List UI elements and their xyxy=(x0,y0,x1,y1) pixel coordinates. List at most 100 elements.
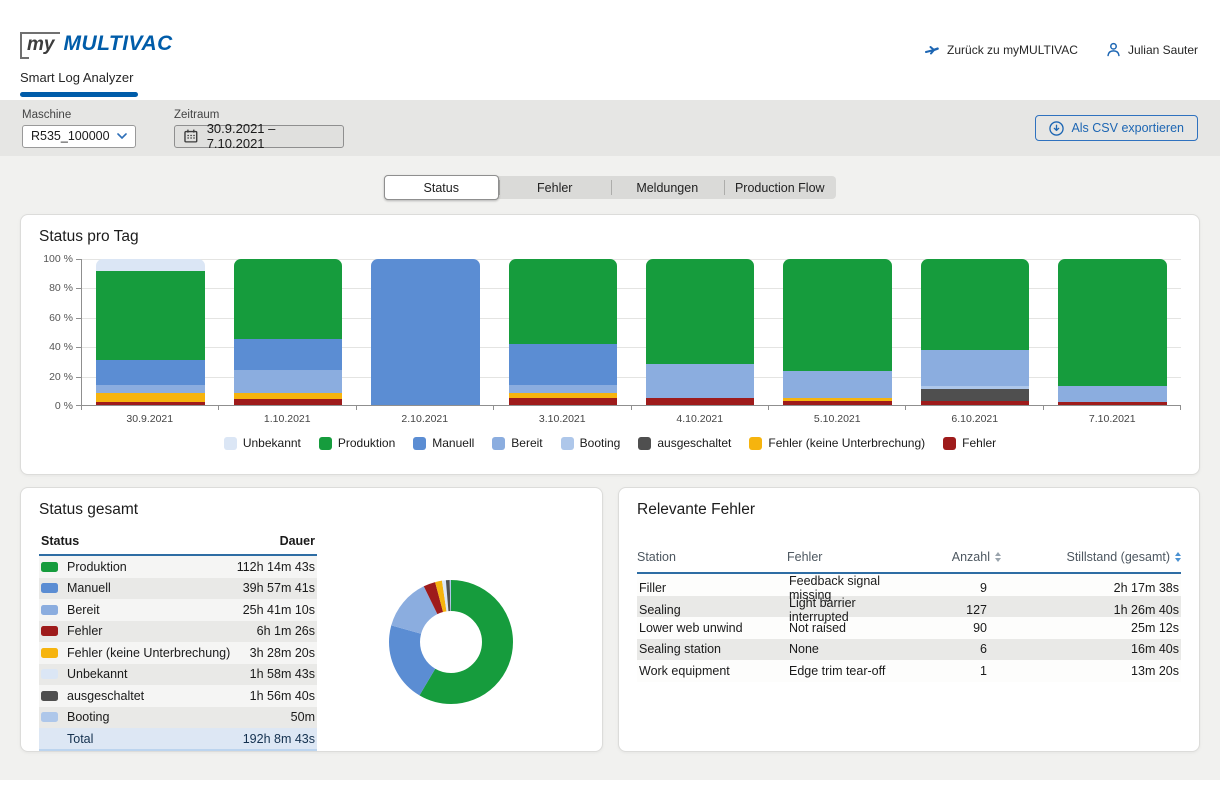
column-header-label: Fehler xyxy=(787,550,822,564)
status-duration: 1h 56m 40s xyxy=(250,689,315,703)
logo-my: my xyxy=(20,32,60,57)
legend-label: Produktion xyxy=(338,436,395,450)
bar-segment-produktion xyxy=(921,259,1030,350)
status-duration: 6h 1m 26s xyxy=(257,624,315,638)
status-gesamt-body: StatusDauerProduktion112h 14m 43sManuell… xyxy=(39,519,584,751)
bar-segment-produktion xyxy=(646,259,755,364)
header-actions: Zurück zu myMULTIVAC Julian Sauter xyxy=(925,42,1198,57)
legend-label: Fehler (keine Unterbrechung) xyxy=(768,436,925,450)
bar-segment-produktion xyxy=(234,259,343,339)
x-axis-label: 6.10.2021 xyxy=(906,413,1044,425)
back-to-mymultivac-link[interactable]: Zurück zu myMULTIVAC xyxy=(925,43,1078,57)
x-tick xyxy=(81,406,219,410)
dauer-column-header: Dauer xyxy=(280,534,315,548)
legend-label: Manuell xyxy=(432,436,474,450)
main-content: StatusFehlerMeldungenProduction Flow Sta… xyxy=(0,156,1220,780)
app-tab-label: Smart Log Analyzer xyxy=(20,70,138,92)
bar-segment-bereit xyxy=(646,364,755,398)
legend-swatch-bereit xyxy=(492,437,505,450)
bar-segment-manuell xyxy=(371,259,480,405)
y-axis-label: 60 % xyxy=(49,312,73,324)
x-axis-label: 5.10.2021 xyxy=(769,413,907,425)
status-row-produktion: Produktion112h 14m 43s xyxy=(39,556,317,578)
stacked-bar-chart: 0 %20 %40 %60 %80 %100 % xyxy=(39,259,1181,406)
logo-brand: MULTIVAC xyxy=(63,33,172,54)
fehler-cell: Edge trim tear-off xyxy=(787,664,891,678)
x-tick xyxy=(219,406,356,410)
bar-group xyxy=(219,259,356,405)
view-tab-production-flow[interactable]: Production Flow xyxy=(724,176,837,199)
x-axis-label: 30.9.2021 xyxy=(81,413,219,425)
sort-icon[interactable] xyxy=(1175,552,1181,562)
bar-group xyxy=(1044,259,1181,405)
fehler-table-row: Sealing stationNone616m 40s xyxy=(637,639,1181,661)
column-header-anzahl[interactable]: Anzahl xyxy=(891,550,1001,564)
status-duration: 39h 57m 41s xyxy=(243,581,315,595)
bar-group xyxy=(906,259,1043,405)
active-tab-underline xyxy=(20,92,138,97)
bar-segment-manuell xyxy=(96,360,205,385)
status-swatch-bereit xyxy=(41,605,58,615)
fehler-table-row: FillerFeedback signal missing92h 17m 38s xyxy=(637,574,1181,596)
legend-swatch-booting xyxy=(561,437,574,450)
bar-segment-fehler xyxy=(921,401,1030,405)
view-tab-status[interactable]: Status xyxy=(384,175,499,200)
bottom-panels: Status gesamt StatusDauerProduktion112h … xyxy=(20,487,1200,752)
relevante-fehler-title: Relevante Fehler xyxy=(637,501,1181,519)
bar-segment-produktion xyxy=(1058,259,1167,386)
status-row-fehler_ku: Fehler (keine Unterbrechung)3h 28m 20s xyxy=(39,642,317,664)
status-pro-tag-panel: Status pro Tag 0 %20 %40 %60 %80 %100 % … xyxy=(20,214,1200,475)
bar-group xyxy=(494,259,631,405)
column-header-label: Anzahl xyxy=(952,550,990,564)
bar-segment-manuell xyxy=(509,344,618,385)
status-row-ausgeschaltet: ausgeschaltet1h 56m 40s xyxy=(39,685,317,707)
calendar-icon xyxy=(184,129,198,143)
period-filter: Zeitraum 30.9.2021 – 7.10.2021 xyxy=(174,109,344,148)
bar-segment-bereit xyxy=(234,370,343,393)
view-tab-fehler[interactable]: Fehler xyxy=(499,176,612,199)
status-label: Manuell xyxy=(67,581,243,595)
export-csv-label: Als CSV exportieren xyxy=(1071,121,1184,135)
column-header-label: Stillstand (gesamt) xyxy=(1066,550,1170,564)
bar-segment-bereit xyxy=(509,385,618,394)
fehler-table-header: StationFehlerAnzahlStillstand (gesamt) xyxy=(637,546,1181,574)
status-duration: 50m xyxy=(291,710,315,724)
view-tab-meldungen[interactable]: Meldungen xyxy=(611,176,724,199)
bar-segment-ausgeschaltet xyxy=(921,389,1030,401)
tab-smart-log-analyzer[interactable]: Smart Log Analyzer xyxy=(20,70,138,100)
legend-label: Booting xyxy=(580,436,621,450)
bar-segment-fehler xyxy=(509,398,618,405)
x-axis-labels: 30.9.20211.10.20212.10.20213.10.20214.10… xyxy=(81,413,1181,425)
user-menu[interactable]: Julian Sauter xyxy=(1106,42,1198,57)
download-icon xyxy=(1049,121,1064,136)
date-range-field[interactable]: 30.9.2021 – 7.10.2021 xyxy=(174,125,344,148)
status-row-manuell: Manuell39h 57m 41s xyxy=(39,578,317,600)
x-axis-label: 4.10.2021 xyxy=(631,413,769,425)
legend-item-manuell: Manuell xyxy=(413,436,474,450)
status-swatch-fehler xyxy=(41,626,58,636)
export-csv-button[interactable]: Als CSV exportieren xyxy=(1035,115,1198,141)
status-row-booting: Booting50m xyxy=(39,707,317,729)
y-axis-label: 100 % xyxy=(43,253,73,265)
bar-segment-produktion xyxy=(783,259,892,371)
station-cell: Filler xyxy=(637,581,787,595)
status-gesamt-panel: Status gesamt StatusDauerProduktion112h … xyxy=(20,487,603,752)
status-table-header: StatusDauer xyxy=(39,529,317,556)
bar-segment-bereit xyxy=(1058,386,1167,402)
legend-item-produktion: Produktion xyxy=(319,436,395,450)
column-header-stillstand-gesamt-[interactable]: Stillstand (gesamt) xyxy=(1001,550,1181,564)
machine-select[interactable]: R535_100000 xyxy=(22,125,136,148)
y-axis-label: 80 % xyxy=(49,282,73,294)
x-tick xyxy=(632,406,769,410)
bar-segment-unbekannt xyxy=(96,259,205,271)
total-duration: 192h 8m 43s xyxy=(243,732,315,746)
bar-group xyxy=(82,259,219,405)
bar-segment-fehler xyxy=(646,398,755,405)
fehler-cell: Not raised xyxy=(787,621,891,635)
legend-swatch-ausgeschaltet xyxy=(638,437,651,450)
mymultivac-logo[interactable]: my MULTIVAC xyxy=(20,32,173,57)
status-swatch-manuell xyxy=(41,583,58,593)
anzahl-cell: 127 xyxy=(891,603,1001,617)
chart-title: Status pro Tag xyxy=(39,228,1181,246)
status-duration: 1h 58m 43s xyxy=(250,667,315,681)
